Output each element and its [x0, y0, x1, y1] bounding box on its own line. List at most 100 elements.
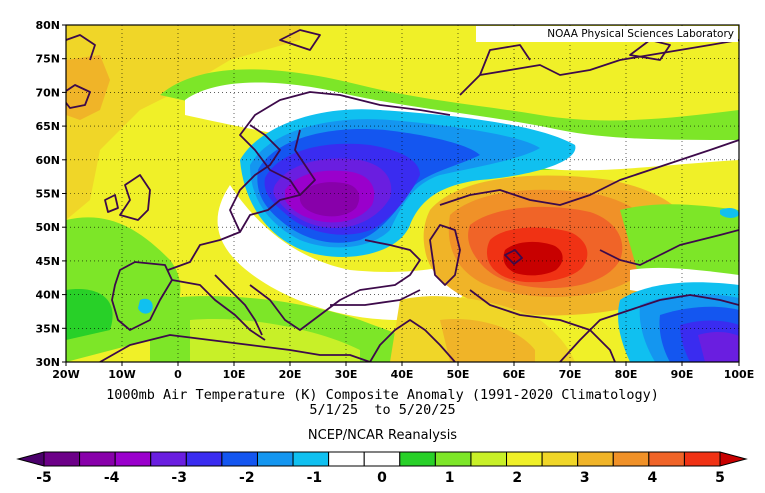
field-spot-east	[720, 207, 739, 218]
lat-labels: 80N 75N 70N 65N 60N 55N 50N 45N 40N 35N …	[35, 19, 60, 369]
coast-persia	[469, 289, 616, 362]
field-atlantic-warm	[66, 25, 300, 220]
colorbar-label: -4	[104, 470, 120, 486]
colorbar-swatch	[470, 451, 508, 467]
colorbar-label: -2	[239, 470, 255, 486]
map-title: 1000mb Air Temperature (K) Composite Ano…	[106, 387, 659, 403]
lat-label: 30N	[35, 356, 60, 369]
lon-label: 100E	[724, 368, 754, 381]
lat-label: 80N	[35, 19, 60, 32]
colorbar-swatch	[434, 451, 472, 467]
coast-arctic	[459, 39, 739, 96]
ticks	[62, 24, 740, 366]
colorbar-label: 4	[648, 470, 658, 486]
lon-label: 10E	[223, 368, 246, 381]
coast-himalaya	[559, 294, 739, 362]
lon-label: 10W	[108, 368, 135, 381]
date-range: 5/1/25 to 5/20/25	[309, 402, 456, 418]
coast-aral	[504, 249, 523, 265]
colorbar-swatch	[185, 451, 223, 467]
colorbar-swatch	[79, 451, 116, 467]
colorbar-swatch	[541, 451, 579, 467]
colorbar-swatch	[292, 451, 330, 467]
coast-iberia	[111, 261, 173, 331]
colorbar-label: 0	[377, 470, 387, 486]
colorbar-swatch	[506, 451, 543, 467]
lat-label: 35N	[35, 322, 60, 335]
coast-turkey	[330, 289, 421, 306]
lon-label: 70E	[559, 368, 582, 381]
lon-label: 30E	[335, 368, 358, 381]
lon-label: 40E	[391, 368, 414, 381]
coast-italy	[214, 274, 263, 336]
coastlines	[66, 29, 739, 362]
lon-label: 20W	[52, 368, 79, 381]
lat-label: 40N	[35, 289, 60, 302]
field-orange-west	[66, 55, 110, 120]
field-green-iberia	[66, 289, 113, 340]
colorbar-swatch	[328, 451, 365, 467]
lat-label: 70N	[35, 86, 60, 99]
coast-ireland	[104, 194, 119, 213]
colorbar-label: 2	[512, 470, 522, 486]
credit-label: NOAA Physical Sciences Laboratory	[476, 26, 738, 42]
lon-label: 0	[174, 368, 182, 381]
dataset-label: NCEP/NCAR Reanalysis	[307, 428, 458, 443]
coast-caspian	[429, 224, 461, 286]
lon-label: 50E	[447, 368, 470, 381]
coast-baltic	[294, 129, 316, 196]
colorbar-swatch	[399, 451, 436, 467]
field-arabia-orange	[440, 319, 535, 362]
coast-italy-west	[171, 279, 266, 341]
colorbar-label: -5	[36, 470, 52, 486]
coast-balkans-blacksea	[249, 239, 421, 331]
lat-label: 45N	[35, 255, 60, 268]
lat-label: 75N	[35, 53, 60, 66]
colorbar-label: 1	[445, 470, 455, 486]
lat-label: 65N	[35, 120, 60, 133]
lat-label: 50N	[35, 221, 60, 234]
colorbar-swatch	[577, 451, 614, 467]
coast-iceland	[66, 84, 91, 109]
coast-levant	[369, 319, 456, 362]
lon-label: 60E	[503, 368, 526, 381]
coast-svalbard	[279, 29, 321, 51]
lon-label: 20E	[279, 368, 302, 381]
coast-scandinavia-north	[167, 91, 451, 271]
colorbar-label: 5	[715, 470, 725, 486]
field-sasia-cold-core	[698, 332, 739, 362]
coast-siberia-border	[439, 139, 739, 206]
field-spot-iberia	[138, 298, 153, 314]
anomaly-field	[66, 25, 739, 362]
coast-norway	[229, 124, 281, 233]
colorbar-arrow-right	[719, 451, 748, 467]
lat-label: 55N	[35, 188, 60, 201]
colorbar-label: 3	[580, 470, 590, 486]
field-lightgreen-africa	[190, 319, 360, 362]
colorbar-swatch	[363, 451, 401, 467]
colorbar-swatch	[683, 451, 721, 467]
colorbar-swatch	[612, 451, 650, 467]
colorbar-swatch	[114, 451, 152, 467]
coast-north-africa	[99, 334, 371, 362]
colorbar-label: -3	[171, 470, 187, 486]
coast-greenland	[66, 34, 96, 61]
field-cold-core	[299, 182, 360, 217]
colorbar-swatch	[221, 451, 258, 467]
coast-britain	[119, 174, 151, 221]
colorbar-arrow-left	[16, 451, 45, 467]
colorbar-swatch	[256, 451, 294, 467]
colorbar-label: -1	[307, 470, 323, 486]
field-white-europe	[217, 185, 472, 320]
lon-labels: 20W 10W 0 10E 20E 30E 40E 50E 60E 70E 80…	[52, 368, 754, 381]
lat-label: 60N	[35, 154, 60, 167]
field-warm-core	[503, 241, 563, 276]
coast-severnaya	[629, 39, 671, 61]
lon-label: 80E	[615, 368, 638, 381]
colorbar-swatch	[43, 451, 81, 467]
colorbar-swatch	[150, 451, 187, 467]
coast-novaya-zemlya	[479, 44, 531, 76]
coast-mongolia-border	[599, 229, 739, 266]
colorbar: -5 -4 -3 -2 -1 0 1 2 3 4 5	[16, 451, 748, 486]
